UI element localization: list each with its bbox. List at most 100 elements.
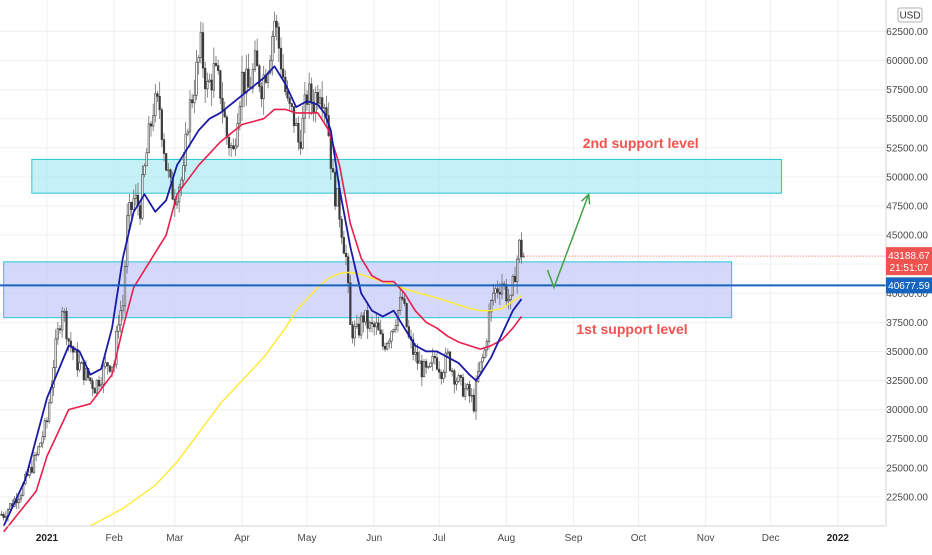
y-tick-label: 62500.00 — [886, 27, 928, 38]
candle-body — [288, 97, 291, 104]
ma-red-line — [3, 108, 523, 533]
candle-body — [286, 91, 289, 99]
candle-body — [188, 99, 192, 133]
candle-body — [214, 63, 218, 66]
candle-body — [282, 68, 285, 78]
candle-body — [498, 292, 501, 295]
candle-body — [234, 145, 237, 150]
candle-body — [373, 323, 376, 328]
candle-body — [442, 372, 445, 379]
y-tick-label: 60000.00 — [886, 56, 928, 67]
second-support-label: 2nd support level — [583, 135, 699, 151]
candle-body — [355, 323, 358, 327]
candle-body — [494, 288, 497, 294]
candle-body — [97, 379, 101, 387]
candle-body — [269, 60, 272, 74]
x-tick-label: 2021 — [36, 533, 59, 544]
candle-body — [175, 201, 179, 206]
candle-body — [251, 69, 254, 89]
candle-body — [91, 380, 94, 389]
candle-body — [223, 109, 226, 118]
second-support-zone — [31, 158, 783, 194]
candle-body — [48, 402, 51, 422]
candle-body — [82, 362, 85, 381]
candle-body — [191, 99, 194, 104]
candle-body — [405, 303, 408, 327]
candle-body — [204, 67, 207, 90]
candle-body — [158, 96, 161, 111]
candle-body — [383, 345, 387, 350]
candle-body — [143, 165, 146, 175]
candle-body — [516, 258, 519, 283]
candle-body — [362, 315, 365, 323]
candle-body — [364, 310, 367, 323]
candle-body — [366, 310, 369, 329]
x-tick-label: Aug — [497, 533, 515, 544]
candle-body — [438, 368, 441, 373]
candle-body — [0, 514, 3, 516]
candle-body — [414, 351, 417, 355]
currency-button[interactable]: USD — [897, 7, 923, 23]
candle-body — [340, 218, 343, 238]
candle-body — [43, 420, 46, 437]
candle-body — [433, 355, 436, 359]
candle-body — [464, 388, 467, 397]
candle-body — [195, 61, 198, 96]
candle-body — [149, 123, 153, 127]
candle-body — [431, 355, 434, 364]
candle-body — [416, 351, 419, 364]
candle-body — [325, 107, 328, 116]
candle-body — [108, 365, 111, 372]
candle-body — [117, 324, 120, 332]
candle-body — [377, 322, 380, 331]
candle-body — [145, 152, 148, 167]
candle-body — [232, 145, 235, 150]
candle-body — [483, 349, 486, 358]
candle-body — [178, 186, 181, 203]
candle-body — [349, 282, 352, 325]
candle-body — [165, 153, 168, 171]
candle-body — [61, 311, 64, 331]
candle-body — [299, 141, 302, 149]
candle-body — [336, 187, 339, 207]
candle-body — [76, 349, 79, 371]
candle-body — [104, 362, 107, 367]
candle-body — [245, 68, 248, 94]
candle-body — [379, 329, 382, 335]
candle-body — [457, 375, 460, 382]
candle-body — [225, 116, 228, 138]
candle-body — [370, 322, 374, 325]
candle-body — [316, 92, 319, 104]
candle-body — [444, 352, 447, 373]
candle-body — [344, 253, 348, 258]
x-tick-label: Jun — [366, 533, 382, 544]
candle-body — [258, 65, 261, 87]
candle-body — [95, 379, 98, 394]
currency-button-frame[interactable] — [897, 7, 923, 23]
y-tick-label: 45000.00 — [886, 231, 928, 242]
candle-body — [292, 106, 296, 126]
candle-body — [182, 165, 185, 181]
candle-body — [455, 381, 458, 385]
candle-body — [208, 79, 211, 82]
candle-body — [132, 198, 135, 210]
candle-body — [505, 284, 508, 302]
candle-body — [360, 315, 363, 336]
candle-body — [342, 237, 345, 254]
currency-button-label[interactable]: USD — [899, 11, 920, 22]
candle-body — [277, 26, 280, 49]
candle-body — [217, 65, 220, 71]
y-tick-label: 35000.00 — [886, 347, 928, 358]
y-tick-label: 32500.00 — [886, 376, 928, 387]
candle-body — [84, 368, 88, 381]
candle-body — [334, 171, 337, 207]
y-tick-label: 40000.00 — [886, 289, 928, 300]
candle-body — [507, 299, 510, 302]
candle-body — [219, 70, 222, 99]
candle-body — [490, 300, 493, 313]
candle-body — [394, 325, 397, 330]
candle-body — [518, 239, 521, 260]
candle-body — [459, 375, 462, 378]
